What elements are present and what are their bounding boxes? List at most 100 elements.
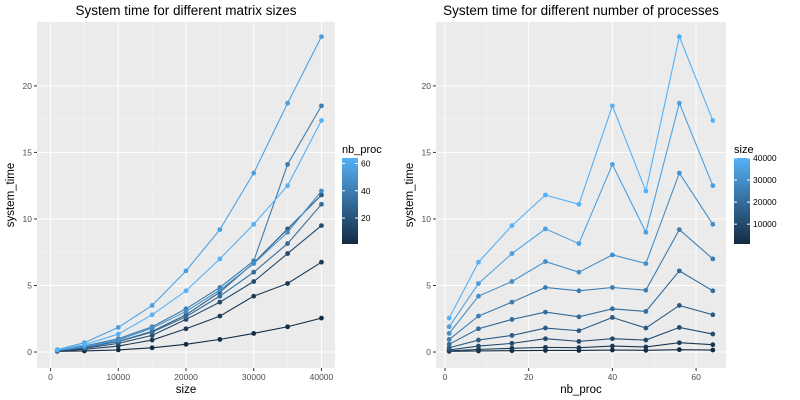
left-series-2-point — [251, 279, 257, 284]
right-chart: 0 20 40 60 0 5 10 15 20 System time for different… — [404, 3, 777, 396]
right-series-4-point — [676, 268, 682, 274]
left-legend-title: nb_proc — [342, 144, 382, 156]
right-series-1-point — [643, 344, 649, 350]
right-series-8-point — [643, 188, 649, 194]
right-series-5-point — [710, 256, 716, 262]
left-series-0-point — [115, 347, 121, 353]
right-series-4-point — [609, 306, 615, 312]
right-series-1-point — [509, 345, 515, 351]
right-series-6-point — [543, 259, 548, 264]
right-series-0-point — [643, 347, 649, 353]
right-series-6-point — [446, 331, 452, 336]
right-series-7-point — [509, 251, 515, 256]
left-series-8-point — [319, 118, 324, 123]
right-legend-label: 40000 — [753, 153, 777, 163]
right-series-5-point — [476, 313, 481, 319]
right-series-1-point — [476, 346, 481, 352]
right-panel-background — [436, 22, 726, 368]
left-x-axis-title: size — [176, 384, 196, 396]
left-series-5-point — [319, 103, 324, 109]
left-series-3-point — [319, 192, 324, 198]
right-series-8-point — [609, 103, 615, 109]
right-series-2-point — [676, 325, 682, 330]
left-series-7-point — [217, 227, 223, 233]
left-series-4-point — [251, 269, 257, 275]
left-series-8-point — [54, 347, 60, 353]
left-series-8-point — [82, 342, 87, 348]
right-x-tick-label: 20 — [524, 372, 534, 382]
right-series-7-point — [576, 241, 582, 246]
left-series-1-point — [251, 293, 257, 299]
right-series-7-point — [676, 100, 682, 106]
left-series-4-point — [149, 329, 155, 335]
right-y-tick-label: 0 — [426, 347, 431, 357]
right-series-5-point — [576, 288, 582, 294]
right-legend-label: 30000 — [753, 175, 777, 185]
right-series-8-point — [543, 192, 548, 198]
left-series-0-point — [319, 315, 324, 321]
left-series-0-point — [217, 336, 223, 342]
left-series-1-point — [285, 281, 290, 286]
left-x-tick-label: 30000 — [242, 372, 266, 382]
left-series-7-point — [251, 170, 257, 176]
left-series-4-point — [217, 293, 223, 299]
right-series-5-point — [643, 287, 649, 293]
left-series-6-point — [183, 309, 189, 314]
right-x-tick-label: 0 — [443, 372, 448, 382]
right-series-6-point — [476, 293, 481, 299]
right-series-3-point — [446, 345, 452, 351]
left-series-8-point — [217, 256, 223, 262]
right-x-axis-title: nb_proc — [560, 384, 602, 396]
left-series-1-point — [183, 326, 189, 332]
right-series-6-point — [509, 279, 515, 284]
left-series-5-point — [285, 161, 290, 167]
left-series-1-point — [319, 259, 324, 265]
left-series-4-point — [319, 201, 324, 207]
left-series-0-point — [183, 341, 189, 347]
right-series-8-point — [710, 118, 716, 123]
right-series-7-point — [543, 226, 548, 232]
right-x-tick-label: 60 — [691, 372, 701, 382]
right-series-3-point — [476, 337, 481, 343]
left-series-8-point — [251, 221, 257, 227]
right-series-5-point — [676, 227, 682, 233]
right-series-8-point — [676, 34, 682, 40]
left-legend-label: 40 — [361, 186, 371, 196]
right-y-tick-label: 20 — [422, 81, 432, 91]
left-legend-label: 20 — [361, 213, 371, 223]
right-series-0-point — [710, 347, 716, 353]
left-series-6-point — [149, 325, 155, 331]
right-series-0-point — [676, 347, 682, 353]
right-series-3-point — [710, 312, 716, 318]
left-series-6-point — [251, 261, 257, 266]
left-series-7-point — [285, 100, 290, 106]
right-series-4-point — [710, 288, 716, 294]
right-series-1-point — [676, 340, 682, 346]
left-y-axis-title: system_time — [5, 163, 17, 228]
left-x-tick-label: 40000 — [310, 372, 334, 382]
left-series-7-point — [115, 325, 121, 330]
right-y-axis-title: system_time — [404, 163, 416, 228]
right-series-5-point — [446, 336, 452, 342]
right-series-8-point — [476, 259, 481, 265]
right-series-7-point — [609, 161, 615, 167]
right-legend-colorbar — [734, 158, 750, 244]
right-y-tick-label: 5 — [426, 280, 431, 290]
right-series-1-point — [543, 344, 548, 350]
left-series-7-point — [149, 303, 155, 308]
right-series-2-point — [710, 331, 716, 337]
right-series-2-point — [643, 337, 649, 343]
left-y-tick-label: 20 — [23, 81, 33, 91]
right-legend-label: 10000 — [753, 219, 777, 229]
right-x-tick-label: 40 — [608, 372, 618, 382]
right-series-6-point — [576, 269, 582, 275]
left-y-tick-label: 15 — [23, 147, 33, 157]
right-series-7-point — [446, 324, 452, 330]
left-series-6-point — [217, 287, 223, 293]
left-y-tick-label: 0 — [27, 347, 32, 357]
left-series-7-point — [183, 268, 189, 274]
right-series-0-point — [609, 347, 615, 353]
left-series-2-point — [319, 223, 324, 229]
left-series-6-point — [285, 229, 290, 235]
